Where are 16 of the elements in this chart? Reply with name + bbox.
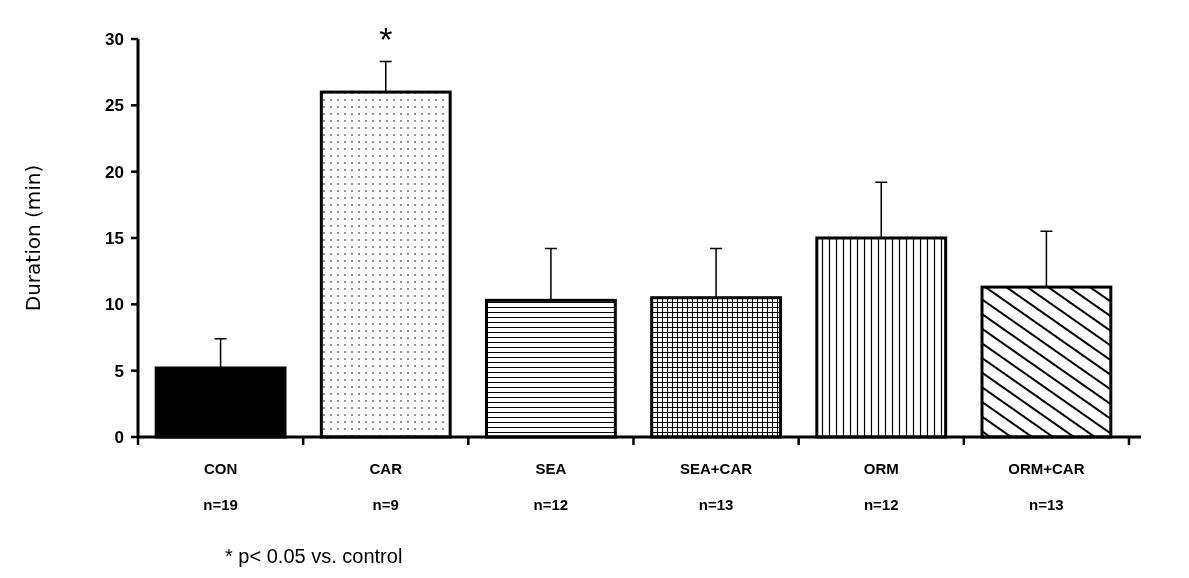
category-label: CON n=19 [203,460,238,513]
category-label: SEA n=12 [533,460,569,513]
y-tick-label: 15 [105,228,124,248]
y-tick-label: 0 [114,427,124,447]
category-label: SEA+CAR n=13 [680,460,753,513]
category-label: ORM n=12 [863,460,899,513]
y-tick-label: 30 [105,29,124,49]
category-label: ORM+CAR n=13 [1008,460,1085,513]
y-tick-label: 5 [114,361,124,381]
y-tick-label: 25 [105,96,124,116]
y-tick-label: 20 [105,162,124,182]
annotation: * [379,20,393,58]
text: * p< 0.05 vs. control [225,545,403,567]
category-label: CAR n=9 [369,460,402,513]
y-tick-label: 10 [105,295,124,315]
y-axis-title: Duration (min) [21,164,45,312]
